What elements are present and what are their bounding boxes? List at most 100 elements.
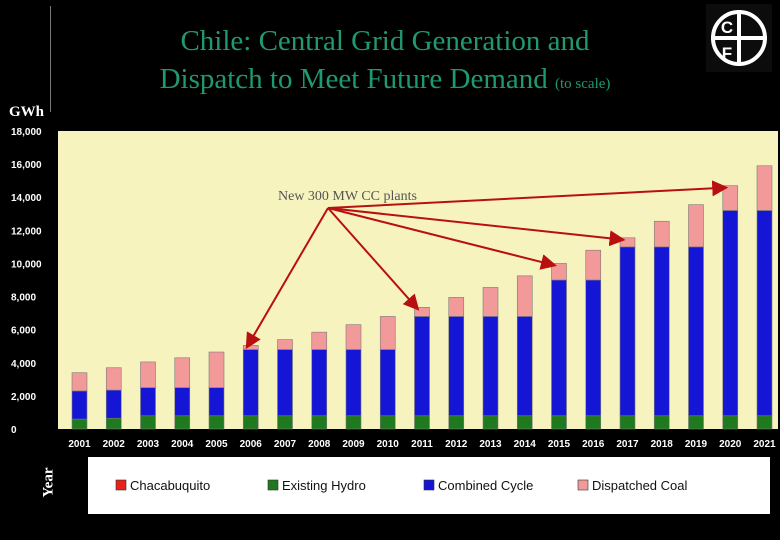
y-tick-label: 0 [11, 425, 17, 436]
bar-segment-dispatched-coal [482, 287, 499, 317]
legend-label: Combined Cycle [438, 478, 533, 493]
bar-segment-dispatched-coal [277, 339, 293, 350]
bar-segment-existing-hydro [756, 415, 773, 430]
title-line-1: Chile: Central Grid Generation and [180, 25, 590, 57]
x-tick-label: 2014 [514, 439, 537, 450]
bar-segment-combined-cycle [71, 390, 88, 420]
x-tick-label: 2019 [685, 439, 708, 450]
x-tick-label: 2003 [137, 439, 160, 450]
bar-segment-combined-cycle [174, 387, 191, 417]
x-tick-label: 2009 [342, 439, 365, 450]
x-axis-ticks: 2001 2002 2003 2004 2005 2006 2007 2008 2009 2010… [68, 439, 776, 450]
bar-segment-combined-cycle [242, 349, 259, 417]
x-tick-label: 2011 [411, 439, 433, 450]
y-tick-label: 18,000 [11, 127, 42, 138]
annotation-arrow [327, 207, 420, 311]
bar-segment-existing-hydro [722, 415, 739, 430]
bar-segment-dispatched-coal [345, 324, 362, 350]
bar-segment-existing-hydro [379, 415, 396, 430]
bar-segment-combined-cycle [311, 349, 328, 417]
bar-segment-dispatched-coal [311, 331, 328, 350]
legend-label: Dispatched Coal [592, 478, 687, 493]
x-tick-label: 2005 [205, 439, 228, 450]
bar-segment-combined-cycle [619, 246, 636, 417]
x-tick-label: 2017 [616, 439, 639, 450]
bar-segment-existing-hydro [414, 415, 430, 430]
bar-segment-combined-cycle [516, 316, 533, 417]
x-tick-label: 2001 [68, 439, 91, 450]
bar-segment-dispatched-coal [585, 249, 602, 281]
y-tick-label: 8,000 [11, 293, 36, 304]
bar-segment-dispatched-coal [105, 367, 122, 391]
y-tick-label: 4,000 [11, 359, 36, 370]
bar-segment-existing-hydro [242, 415, 259, 430]
bar-segment-combined-cycle [414, 316, 430, 417]
y-tick-label: 12,000 [11, 226, 42, 237]
bar-segment-dispatched-coal [516, 275, 533, 317]
x-tick-label: 2016 [582, 439, 605, 450]
legend: Chacabuquito Existing Hydro Combined Cycle… [115, 478, 687, 493]
y-tick-label: 2,000 [11, 392, 36, 403]
x-tick-label: 2018 [651, 439, 674, 450]
bar-segment-combined-cycle [277, 349, 293, 417]
bar-segment-existing-hydro [311, 415, 328, 430]
legend-swatch [267, 479, 279, 491]
x-tick-label: 2021 [753, 439, 776, 450]
bar-segment-combined-cycle [105, 389, 122, 419]
title-note: (to scale) [555, 76, 611, 92]
bar-segment-combined-cycle [448, 316, 465, 417]
bar-segment-dispatched-coal [722, 185, 739, 211]
bar-segment-dispatched-coal [242, 345, 259, 350]
x-tick-label: 2007 [274, 439, 297, 450]
x-tick-label: 2013 [479, 439, 502, 450]
bar-segment-dispatched-coal [208, 351, 225, 388]
legend-label: Chacabuquito [130, 478, 210, 493]
bar-segment-dispatched-coal [688, 204, 704, 248]
bar-segment-combined-cycle [756, 210, 773, 417]
bar-segment-existing-hydro [653, 415, 670, 430]
y-tick-label: 16,000 [11, 160, 42, 171]
bar-segment-combined-cycle [208, 387, 225, 417]
legend-swatch [115, 479, 127, 491]
bar-segment-dispatched-coal [653, 220, 670, 248]
annotation-arrow [327, 207, 626, 247]
bar-segment-existing-hydro [448, 415, 465, 430]
bar-segment-existing-hydro [140, 415, 156, 430]
bar-segment-existing-hydro [619, 415, 636, 430]
x-tick-label: 2004 [171, 439, 194, 450]
annotation-arrow [327, 207, 557, 270]
legend-swatch [423, 479, 435, 491]
bar-segment-existing-hydro [277, 415, 293, 430]
bar-segment-existing-hydro [174, 415, 191, 430]
bar-segment-existing-hydro [551, 415, 567, 430]
y-axis-ticks: 18,000 16,000 14,000 12,000 10,000 8,000 6,000… [11, 127, 42, 436]
bar-segment-dispatched-coal [140, 361, 156, 388]
bar-segment-combined-cycle [551, 279, 567, 417]
bar-segment-dispatched-coal [379, 316, 396, 350]
bar-segment-dispatched-coal [71, 372, 88, 392]
bar-segment-existing-hydro [688, 415, 704, 430]
bar-segment-combined-cycle [482, 316, 499, 417]
bars-group [71, 165, 773, 430]
bar-segment-combined-cycle [585, 279, 602, 417]
logo-letter-f: F [722, 44, 732, 63]
bar-segment-existing-hydro [516, 415, 533, 430]
x-tick-label: 2002 [103, 439, 126, 450]
bar-segment-combined-cycle [722, 210, 739, 417]
x-tick-label: 2012 [445, 439, 468, 450]
bar-segment-dispatched-coal [414, 307, 430, 317]
x-tick-label: 2015 [548, 439, 571, 450]
annotation-arrow [327, 180, 729, 209]
annotation-arrow [245, 207, 329, 350]
x-tick-label: 2008 [308, 439, 331, 450]
chart-title: Chile: Central Grid Generation and Dispa… [60, 22, 710, 103]
y-axis-label: GWh [9, 104, 45, 120]
title-line-2: Dispatch to Meet Future Demand [159, 63, 548, 95]
cf-logo-icon: C F [706, 4, 772, 72]
x-tick-label: 2006 [240, 439, 263, 450]
bar-segment-combined-cycle [379, 349, 396, 417]
annotation-label: New 300 MW CC plants [278, 189, 417, 204]
bar-segment-existing-hydro [105, 417, 122, 430]
bar-segment-dispatched-coal [174, 357, 191, 388]
